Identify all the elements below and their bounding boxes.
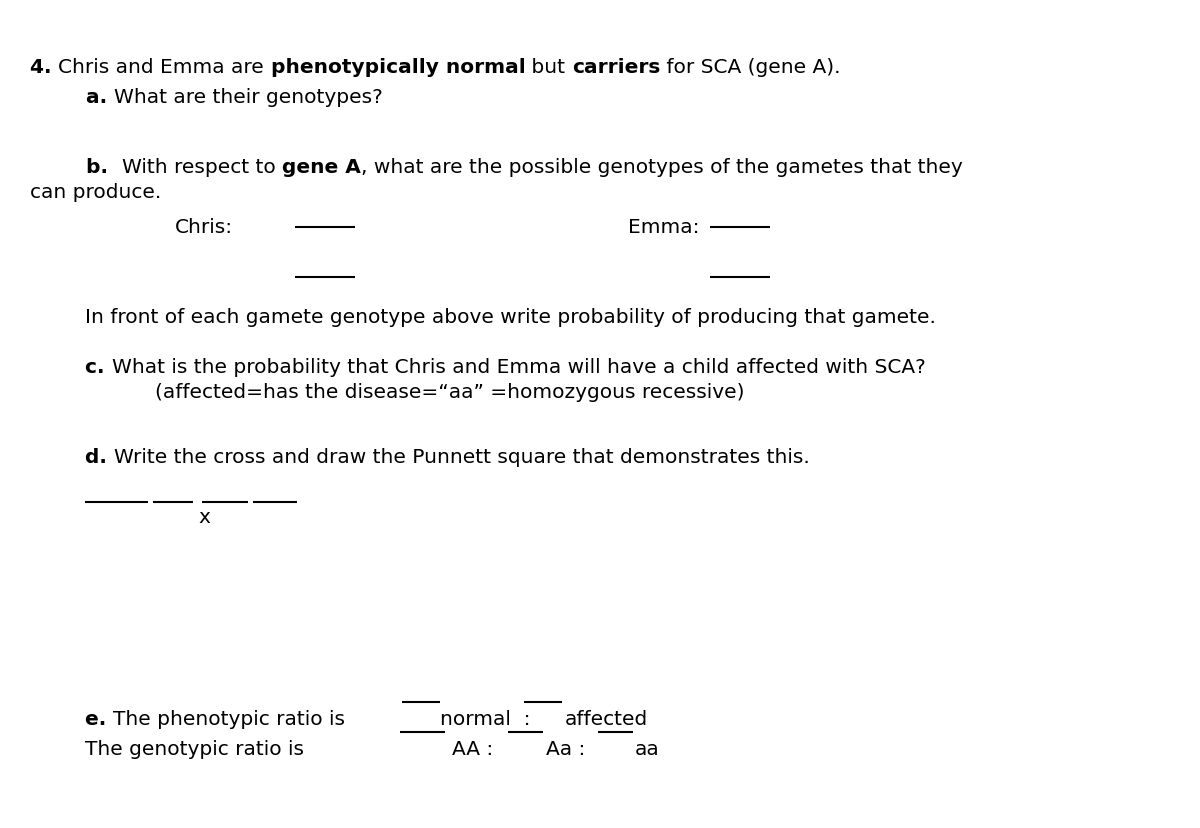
- Text: e.: e.: [85, 709, 113, 728]
- Text: Chris and Emma are: Chris and Emma are: [59, 58, 271, 77]
- Text: for SCA (gene A).: for SCA (gene A).: [660, 58, 841, 77]
- Text: Chris:: Chris:: [175, 218, 233, 237]
- Text: AA :: AA :: [452, 739, 493, 758]
- Text: What is the probability that Chris and Emma will have a child affected with SCA?: What is the probability that Chris and E…: [112, 358, 925, 377]
- Text: In front of each gamete genotype above write probability of producing that gamet: In front of each gamete genotype above w…: [85, 308, 936, 326]
- Text: Emma:: Emma:: [628, 218, 700, 237]
- Text: affected: affected: [565, 709, 648, 728]
- Text: What are their genotypes?: What are their genotypes?: [114, 88, 383, 107]
- Text: gene A: gene A: [282, 158, 361, 177]
- Text: c.: c.: [85, 358, 112, 377]
- Text: b.: b.: [30, 158, 122, 177]
- Text: carriers: carriers: [571, 58, 660, 77]
- Text: Aa :: Aa :: [546, 739, 586, 758]
- Text: With respect to: With respect to: [122, 158, 282, 177]
- Text: aa: aa: [635, 739, 660, 758]
- Text: 4.: 4.: [30, 58, 59, 77]
- Text: The genotypic ratio is: The genotypic ratio is: [85, 739, 304, 758]
- Text: Write the cross and draw the Punnett square that demonstrates this.: Write the cross and draw the Punnett squ…: [114, 447, 810, 466]
- Text: (affected=has the disease=“aa” =homozygous recessive): (affected=has the disease=“aa” =homozygo…: [155, 383, 744, 402]
- Text: a.: a.: [30, 88, 114, 107]
- Text: , what are the possible genotypes of the gametes that they: , what are the possible genotypes of the…: [361, 158, 962, 177]
- Text: The phenotypic ratio is: The phenotypic ratio is: [113, 709, 346, 728]
- Text: d.: d.: [85, 447, 114, 466]
- Text: phenotypically normal: phenotypically normal: [271, 58, 526, 77]
- Text: normal  :: normal :: [440, 709, 530, 728]
- Text: x: x: [198, 508, 210, 527]
- Text: but: but: [526, 58, 571, 77]
- Text: can produce.: can produce.: [30, 183, 161, 202]
